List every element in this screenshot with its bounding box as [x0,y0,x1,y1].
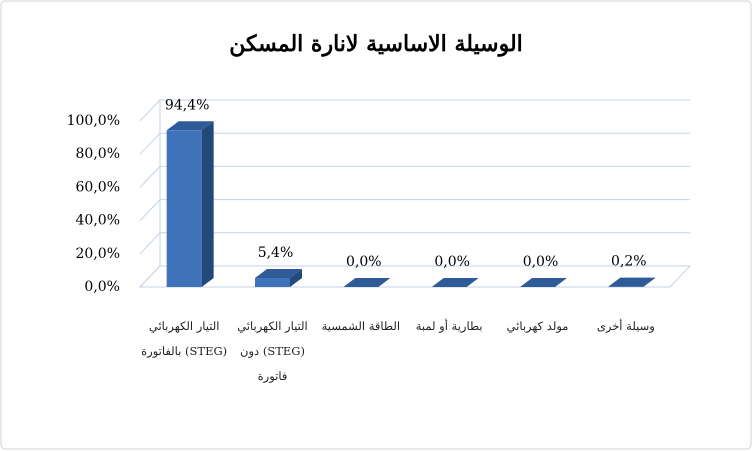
value-label: 0,0% [346,254,382,270]
bar-side [290,269,302,287]
x-tick-label: الطاقة الشمسية [321,319,401,333]
x-tick-label: التيار الكهربائي (STEG) بالفاتورة [141,319,228,358]
bar-top [255,269,302,279]
grid-line-side [139,265,161,288]
y-tick-label: 20,0% [76,246,120,262]
grid-line-side [139,199,161,221]
value-label: 94,4% [165,97,209,113]
value-label: 0,0% [434,254,470,270]
y-tick-label: 0,0% [84,279,120,295]
grid-line-side [139,232,161,255]
bar-top [608,277,656,287]
bar [255,278,290,287]
bar-top [520,278,567,287]
x-tick-label: بطارية أو لمبة [415,319,483,333]
grid-line-side [139,166,161,188]
y-tick-label: 60,0% [76,179,120,195]
value-label: 5,4% [258,245,294,261]
grid-line-side [139,99,161,122]
bar [166,130,202,287]
chart-title: الوسيلة الاساسية لانارة المسكن [229,31,523,57]
value-label: 0,2% [611,254,647,270]
grid-line-side [139,132,161,155]
x-tick-label: مولد كهربائي [506,319,569,333]
bar-top [343,278,391,287]
bar-top [166,121,214,131]
y-tick-label: 80,0% [76,146,120,162]
bar-top [431,278,479,287]
bar-side [643,277,656,287]
x-tick-label: وسيلة أخرى [596,319,655,333]
value-label: 0,0% [523,254,559,270]
x-tick-label: التيار الكهربائي (STEG) دون فاتورة [237,319,308,383]
y-tick-label: 40,0% [76,213,120,229]
bar-side [201,121,214,288]
y-tick-label: 100,0% [67,113,120,129]
